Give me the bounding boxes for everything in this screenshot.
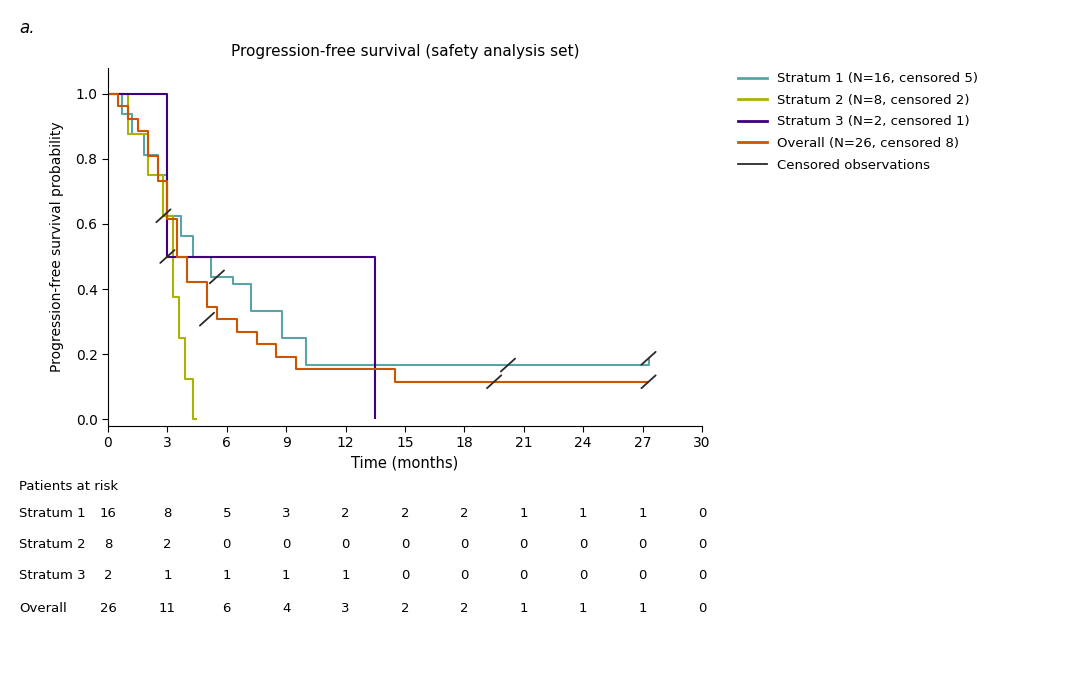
Text: 0: 0 (519, 537, 528, 551)
Text: 3: 3 (282, 507, 291, 521)
X-axis label: Time (months): Time (months) (351, 456, 459, 471)
Text: Stratum 1: Stratum 1 (19, 507, 86, 521)
Text: 8: 8 (163, 507, 172, 521)
Text: 0: 0 (579, 569, 588, 583)
Text: 2: 2 (104, 569, 112, 583)
Text: 6: 6 (222, 602, 231, 615)
Text: 2: 2 (401, 507, 409, 521)
Text: 0: 0 (401, 537, 409, 551)
Text: Progression-free survival (safety analysis set): Progression-free survival (safety analys… (231, 44, 579, 59)
Text: 0: 0 (401, 569, 409, 583)
Legend: Stratum 1 (N=16, censored 5), Stratum 2 (N=8, censored 2), Stratum 3 (N=2, censo: Stratum 1 (N=16, censored 5), Stratum 2 … (732, 67, 984, 177)
Y-axis label: Progression-free survival probability: Progression-free survival probability (51, 122, 65, 372)
Text: 1: 1 (519, 602, 528, 615)
Text: 4: 4 (282, 602, 291, 615)
Text: 0: 0 (460, 569, 469, 583)
Text: 0: 0 (698, 569, 706, 583)
Text: 1: 1 (638, 602, 647, 615)
Text: 2: 2 (460, 507, 469, 521)
Text: Overall: Overall (19, 602, 67, 615)
Text: 0: 0 (341, 537, 350, 551)
Text: 3: 3 (341, 602, 350, 615)
Text: 0: 0 (282, 537, 291, 551)
Text: 1: 1 (341, 569, 350, 583)
Text: 0: 0 (579, 537, 588, 551)
Text: 8: 8 (104, 537, 112, 551)
Text: 2: 2 (163, 537, 172, 551)
Text: 5: 5 (222, 507, 231, 521)
Text: 1: 1 (519, 507, 528, 521)
Text: a.: a. (19, 19, 35, 37)
Text: 26: 26 (99, 602, 117, 615)
Text: 1: 1 (163, 569, 172, 583)
Text: 0: 0 (519, 569, 528, 583)
Text: 11: 11 (159, 602, 176, 615)
Text: 0: 0 (638, 537, 647, 551)
Text: 0: 0 (222, 537, 231, 551)
Text: 2: 2 (401, 602, 409, 615)
Text: 1: 1 (579, 507, 588, 521)
Text: 1: 1 (638, 507, 647, 521)
Text: 2: 2 (460, 602, 469, 615)
Text: 0: 0 (460, 537, 469, 551)
Text: 16: 16 (99, 507, 117, 521)
Text: Stratum 3: Stratum 3 (19, 569, 86, 583)
Text: 2: 2 (341, 507, 350, 521)
Text: 0: 0 (638, 569, 647, 583)
Text: 0: 0 (698, 537, 706, 551)
Text: 0: 0 (698, 602, 706, 615)
Text: 1: 1 (579, 602, 588, 615)
Text: 0: 0 (698, 507, 706, 521)
Text: Patients at risk: Patients at risk (19, 480, 119, 493)
Text: 1: 1 (282, 569, 291, 583)
Text: Stratum 2: Stratum 2 (19, 537, 86, 551)
Text: 1: 1 (222, 569, 231, 583)
